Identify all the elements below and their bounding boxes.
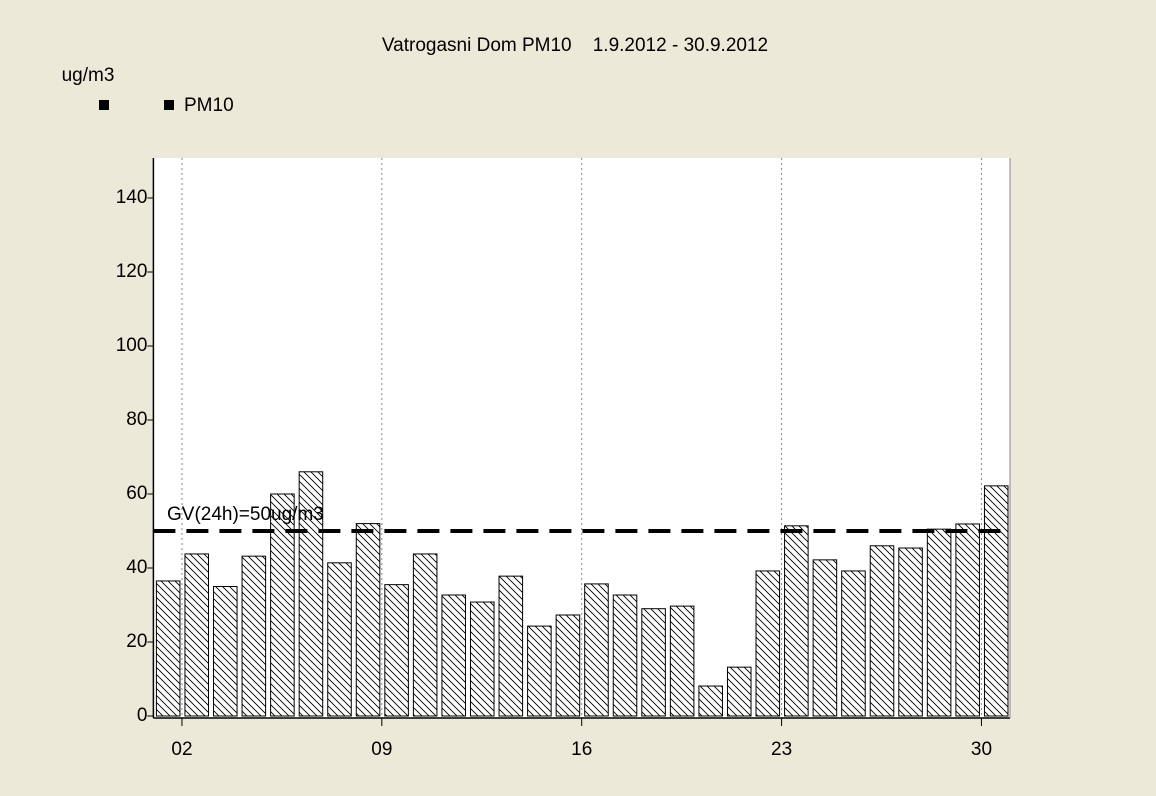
x-tick-label: 30	[971, 739, 992, 760]
legend-marker	[99, 100, 109, 110]
bar	[841, 570, 866, 717]
bar	[584, 583, 609, 717]
legend-marker	[164, 100, 174, 110]
bar	[412, 553, 438, 717]
bar	[155, 580, 181, 717]
bar	[698, 685, 723, 717]
bar	[955, 523, 980, 717]
bar	[669, 605, 695, 717]
y-tick-label: 20	[126, 631, 147, 652]
bar	[327, 562, 352, 717]
bar	[241, 555, 267, 717]
bar	[898, 547, 923, 717]
legend-label: PM10	[184, 95, 234, 116]
bar	[726, 666, 752, 717]
bar	[355, 523, 381, 717]
x-tick-label: 02	[171, 739, 192, 760]
bar	[213, 586, 238, 717]
x-tick-label: 09	[371, 739, 392, 760]
bar	[641, 608, 666, 717]
bar	[612, 594, 638, 717]
y-tick-label: 140	[116, 187, 148, 208]
bar	[784, 525, 809, 717]
y-axis-label: ug/m3	[62, 65, 115, 86]
bar	[469, 601, 495, 717]
bar	[384, 584, 409, 717]
bar	[983, 485, 1009, 717]
bar	[555, 614, 581, 717]
bar	[812, 559, 838, 717]
chart-title: Vatrogasni Dom PM10 1.9.2012 - 30.9.2012	[382, 35, 768, 56]
bar	[527, 625, 552, 717]
y-tick-label: 40	[126, 557, 147, 578]
bar	[498, 575, 524, 717]
bar	[755, 570, 781, 717]
bar	[441, 594, 466, 717]
y-tick-label: 80	[126, 409, 147, 430]
bar	[184, 553, 210, 717]
bar	[869, 545, 895, 717]
x-tick-label: 16	[571, 739, 592, 760]
y-tick-label: 120	[116, 261, 148, 282]
limit-line-label: GV(24h)=50ug/m3	[167, 504, 324, 525]
x-tick-label: 23	[771, 739, 792, 760]
bar	[926, 528, 952, 717]
y-tick-label: 100	[116, 335, 148, 356]
y-tick-label: 60	[126, 483, 147, 504]
bar	[270, 493, 295, 717]
y-tick-label: 0	[137, 705, 148, 726]
